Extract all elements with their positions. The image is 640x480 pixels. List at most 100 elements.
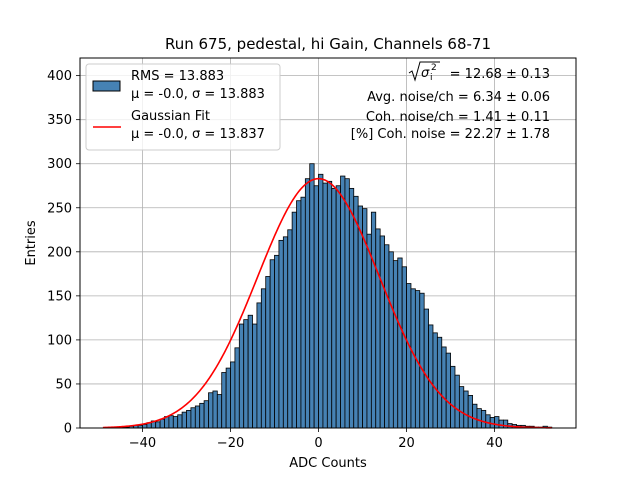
histogram-bar [243, 319, 249, 429]
y-tick-label: 150 [47, 289, 72, 304]
gaussian-fit-line [102, 177, 552, 429]
histogram-bar [252, 323, 258, 429]
histogram-bar [388, 251, 394, 429]
histogram-bar [155, 421, 161, 429]
histogram-bar [168, 415, 174, 429]
x-tick-label: 40 [486, 436, 503, 451]
histogram-bar [190, 407, 196, 429]
histogram-bar [480, 409, 487, 429]
histogram-bar [494, 416, 500, 429]
histogram-bar [485, 414, 491, 429]
coh-noise-percent-text: [%] Coh. noise = 22.27 ± 1.78 [351, 127, 550, 142]
histogram-bar [401, 266, 407, 429]
histogram-bar [498, 419, 504, 429]
histogram-bar [322, 182, 328, 429]
histogram-bar [344, 178, 350, 429]
histogram-bar [216, 394, 223, 429]
x-axis-label: ADC Counts [289, 456, 367, 471]
legend-fit-label: Gaussian Fit [131, 109, 210, 124]
y-axis-label: Entries [24, 220, 39, 266]
y-axis-ticks: 0 50 100 150 200 250 300 350 400 [47, 69, 80, 437]
histogram-bar [194, 405, 201, 429]
histogram-bar [159, 418, 165, 429]
x-tick-label: 0 [314, 436, 322, 451]
y-tick-label: 100 [47, 333, 72, 348]
histogram-bar [441, 346, 447, 429]
histogram-bar [287, 229, 293, 429]
sigma-superscript: 2 [431, 63, 437, 73]
legend-rms-sublabel: μ = -0.0, σ = 13.883 [131, 87, 265, 102]
histogram-bar [208, 392, 214, 429]
histogram-bar [353, 195, 359, 429]
histogram-bar [450, 365, 456, 429]
legend-fit-sublabel: μ = -0.0, σ = 13.837 [131, 127, 265, 142]
histogram-bar [348, 187, 355, 429]
histogram-bar [326, 180, 333, 429]
histogram-bar [142, 424, 148, 429]
x-tick-label: −20 [217, 436, 244, 451]
x-tick-label: 20 [398, 436, 415, 451]
y-tick-label: 0 [64, 422, 72, 437]
histogram-bar [177, 414, 183, 429]
histogram-bar [384, 244, 390, 429]
sqrt-sigma-value: = 12.68 ± 0.13 [450, 67, 550, 82]
histogram-bar [370, 211, 377, 429]
legend: RMS = 13.883 μ = -0.0, σ = 13.883 Gaussi… [85, 63, 281, 151]
histogram-bar [410, 288, 416, 429]
histogram-bar [366, 233, 372, 429]
histogram-bar [428, 324, 434, 429]
histogram-bar [419, 292, 425, 429]
noise-annotations: σ i 2 = 12.68 ± 0.13 Avg. noise/ch = 6.3… [351, 61, 550, 142]
histogram-bar [172, 416, 179, 429]
histogram-bar [274, 254, 280, 429]
histogram-bar [379, 235, 385, 429]
sigma-symbol: σ [421, 66, 430, 81]
axes-frame [79, 57, 577, 429]
histogram-bar [256, 302, 262, 429]
histogram-bar [467, 395, 473, 429]
histogram-bar [260, 288, 267, 429]
histogram-bars [115, 163, 553, 429]
y-tick-label: 50 [55, 377, 72, 392]
histogram-bar [335, 185, 341, 429]
histogram-bar [463, 390, 469, 429]
histogram-bar [225, 367, 231, 429]
histogram-bar [309, 163, 315, 429]
y-tick-label: 200 [47, 245, 72, 260]
histogram-bar [203, 400, 209, 429]
histogram-bar [265, 276, 271, 429]
histogram-bar [436, 336, 443, 429]
histogram-bar [181, 411, 187, 429]
legend-box [85, 63, 281, 151]
sqrt-symbol [408, 61, 440, 82]
histogram-bar [392, 260, 399, 429]
histogram-bar [282, 236, 289, 429]
legend-rms-label: RMS = 13.883 [131, 69, 224, 84]
y-tick-label: 350 [47, 113, 72, 128]
histogram-bar [300, 196, 306, 429]
histogram-bar [454, 374, 460, 429]
histogram-bar [476, 408, 482, 429]
histogram-bar [472, 403, 478, 429]
coh-noise-text: Coh. noise/ch = 1.41 ± 0.11 [366, 110, 550, 125]
histogram-bar [502, 419, 509, 429]
histogram-bar [304, 178, 311, 429]
chart-title: Run 675, pedestal, hi Gain, Channels 68-… [165, 35, 491, 53]
histogram-bar [458, 386, 465, 429]
histogram-bar [296, 200, 302, 429]
y-tick-label: 300 [47, 157, 72, 172]
histogram-bar [318, 173, 324, 429]
histogram-bar [291, 211, 297, 429]
histogram-bar [199, 402, 205, 429]
x-tick-label: −40 [129, 436, 156, 451]
histogram-bar [278, 239, 284, 429]
y-tick-label: 400 [47, 69, 72, 84]
histogram-bar [221, 372, 227, 429]
histogram-bar [313, 185, 319, 429]
histogram-bar [238, 323, 245, 429]
histogram-bar [230, 361, 236, 429]
legend-bar-swatch [92, 80, 121, 92]
histogram-bar [247, 314, 253, 429]
histogram-bar [234, 347, 240, 429]
histogram-bar [357, 205, 363, 429]
